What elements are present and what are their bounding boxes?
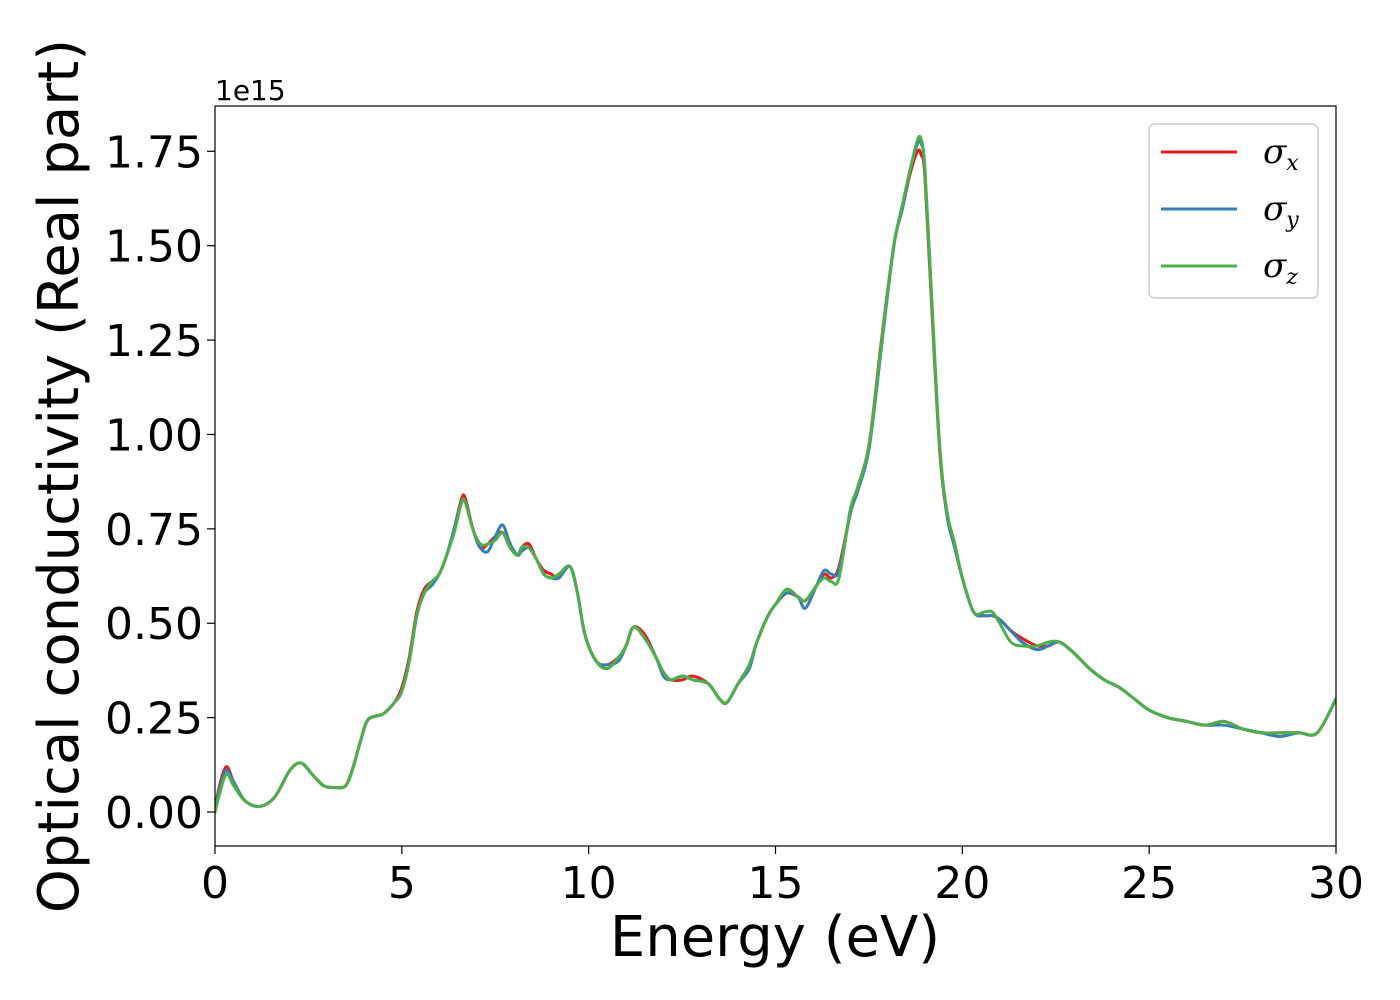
- x-tick-label: 10: [561, 858, 617, 909]
- legend-label: σy: [1263, 189, 1299, 233]
- legend-label: σx: [1263, 132, 1299, 176]
- series-lines: [215, 134, 1336, 814]
- x-tick-label: 20: [934, 858, 990, 909]
- legend-items: σx σy σz: [1161, 132, 1299, 290]
- y-tick-label: 0.25: [105, 694, 203, 745]
- x-tick-label: 25: [1121, 858, 1177, 909]
- legend-label: σz: [1263, 246, 1298, 290]
- y-tick-label: 1.50: [105, 222, 203, 273]
- y-tick-label: 0.75: [105, 505, 203, 556]
- legend: σx σy σz: [1148, 123, 1319, 299]
- legend-box: [1148, 123, 1319, 299]
- x-axis-ticks: 0 5 10 15 20 25 30: [201, 846, 1364, 909]
- x-axis-title: Energy (eV): [610, 905, 940, 970]
- y-offset-label: 1e15: [215, 74, 286, 107]
- y-tick-label: 1.00: [105, 410, 203, 461]
- series-line-sigma-z: [215, 134, 1336, 814]
- y-axis-title: Optical conductivity (Real part): [27, 39, 92, 913]
- y-tick-label: 0.50: [105, 599, 203, 650]
- y-tick-label: 1.75: [105, 127, 203, 178]
- x-tick-label: 30: [1308, 858, 1364, 909]
- x-tick-label: 0: [201, 858, 229, 909]
- y-axis-ticks: 0.00 0.25 0.50 0.75 1.00 1.25 1.50 1.75: [105, 127, 215, 839]
- x-tick-label: 15: [748, 858, 804, 909]
- y-tick-label: 1.25: [105, 316, 203, 367]
- x-tick-label: 5: [388, 858, 416, 909]
- y-tick-label: 0.00: [105, 788, 203, 839]
